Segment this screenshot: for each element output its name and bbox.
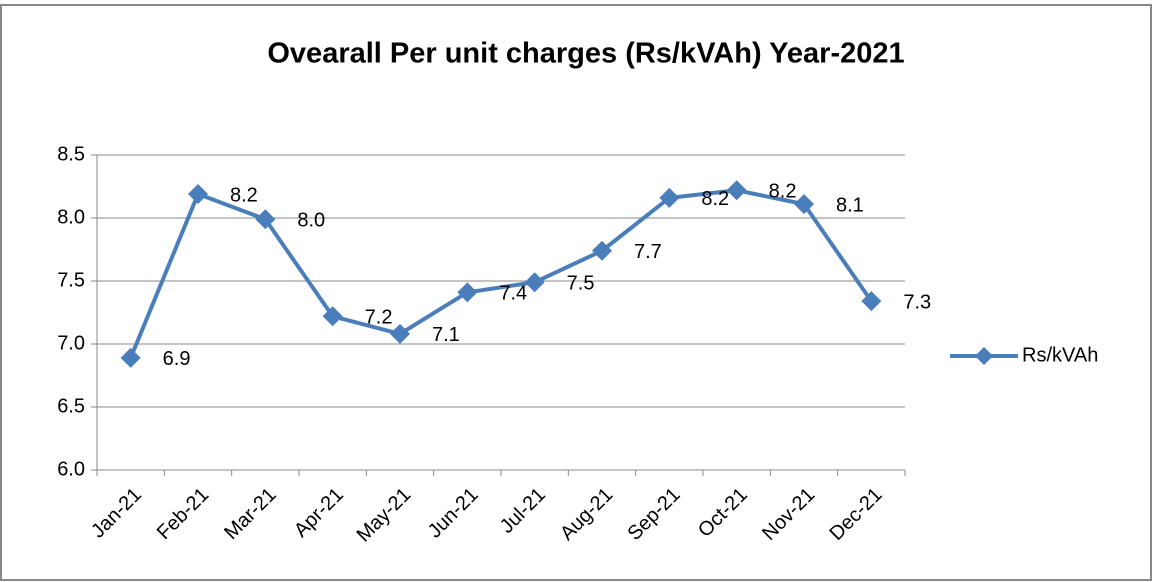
marker — [794, 194, 814, 215]
marker — [726, 180, 747, 201]
y-tick-label: 6.5 — [57, 395, 85, 417]
data-label: 7.2 — [365, 307, 393, 329]
marker — [524, 272, 545, 293]
marker — [322, 306, 343, 327]
legend-label: Rs/kVAh — [1022, 344, 1098, 366]
chart-title: Ovearall Per unit charges (Rs/kVAh) Year… — [267, 38, 904, 70]
data-label: 8.0 — [297, 210, 325, 232]
y-tick-label: 7.5 — [57, 269, 85, 291]
data-label: 7.5 — [567, 273, 595, 295]
marker — [659, 187, 680, 208]
data-label: 8.2 — [769, 181, 797, 203]
marker — [120, 347, 141, 368]
y-tick-label: 7.0 — [57, 332, 85, 354]
data-label: 7.1 — [432, 324, 460, 346]
data-label: 7.7 — [634, 241, 662, 263]
marker — [457, 282, 478, 303]
y-tick-label: 8.0 — [57, 206, 85, 228]
marker — [861, 291, 882, 312]
data-label: 8.1 — [836, 194, 864, 216]
data-label: 6.9 — [163, 348, 191, 370]
series-line — [128, 188, 873, 359]
data-label: 8.2 — [230, 184, 258, 206]
marker — [188, 184, 208, 205]
marker — [390, 323, 410, 344]
marker — [255, 209, 276, 230]
y-tick-label: 8.5 — [57, 143, 85, 165]
data-label: 7.4 — [499, 283, 527, 305]
data-label: 7.3 — [903, 291, 931, 313]
chart-frame — [0, 4, 1152, 581]
legend-marker — [975, 347, 993, 365]
data-label: 8.2 — [701, 188, 729, 210]
y-tick-label: 6.0 — [57, 458, 85, 480]
marker — [592, 240, 612, 261]
